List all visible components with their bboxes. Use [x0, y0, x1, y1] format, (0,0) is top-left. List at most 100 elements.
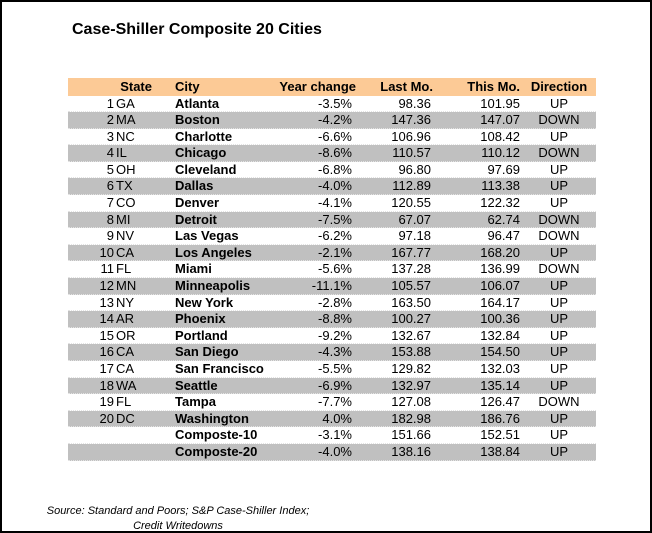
cell-row-number: 3 [106, 128, 114, 144]
cell-year-change: -4.1% [318, 195, 352, 211]
cell-last-mo: 96.80 [398, 161, 431, 177]
cell-direction: UP [549, 377, 569, 393]
cell-city: Denver [175, 195, 220, 211]
cell-direction: DOWN [538, 211, 580, 227]
cell-this-mo: 106.07 [480, 278, 520, 294]
cell-city: Miami [175, 261, 212, 277]
cell-state: CO [116, 195, 136, 211]
cell-state: MI [116, 211, 131, 227]
table-row: 3 NC Charlotte -6.6% 106.96 108.42 UP [68, 129, 596, 146]
table-row: 16 CA San Diego -4.3% 153.88 154.50 UP [68, 344, 596, 361]
header-year-change: Year change [279, 79, 356, 94]
cell-row-number: 8 [106, 211, 114, 227]
cell-direction: UP [549, 361, 569, 376]
cell-this-mo: 186.76 [480, 410, 520, 426]
cell-last-mo: 97.18 [398, 228, 431, 244]
cell-year-change: -4.0% [318, 178, 352, 194]
table-row: 2 MA Boston -4.2% 147.36 147.07 DOWN [68, 112, 596, 129]
cell-last-mo: 127.08 [391, 394, 431, 410]
cell-state: MA [116, 112, 136, 128]
cell-direction: UP [549, 294, 569, 310]
cell-city: Dallas [175, 178, 214, 194]
cell-city: Boston [175, 112, 220, 128]
cell-this-mo: 136.99 [480, 261, 520, 277]
header-this-mo: This Mo. [467, 79, 520, 94]
cell-last-mo: 137.28 [391, 261, 431, 277]
cell-city: Detroit [175, 211, 217, 227]
cell-this-mo: 100.36 [480, 311, 520, 327]
cell-this-mo: 132.03 [480, 361, 520, 376]
cell-year-change: -6.6% [318, 128, 352, 144]
table-row: 5 OH Cleveland -6.8% 96.80 97.69 UP [68, 162, 596, 179]
cell-direction: UP [549, 327, 569, 343]
source-note: Source: Standard and Poors; S&P Case-Shi… [2, 504, 354, 532]
cell-row-number: 17 [99, 361, 114, 376]
cell-row-number: 2 [106, 112, 114, 128]
cell-year-change: -6.2% [318, 228, 352, 244]
cell-city: Los Angeles [175, 244, 252, 260]
cell-direction: DOWN [538, 228, 580, 244]
cell-year-change: -6.9% [318, 377, 352, 393]
cell-row-number: 14 [99, 311, 114, 327]
table-row: 12 MN Minneapolis -11.1% 105.57 106.07 U… [68, 278, 596, 295]
table-row: 19 FL Tampa -7.7% 127.08 126.47 DOWN [68, 394, 596, 411]
cell-state: DC [116, 410, 135, 426]
cell-this-mo: 164.17 [480, 294, 520, 310]
cell-state: CA [116, 244, 135, 260]
cell-direction: UP [549, 311, 569, 327]
cell-row-number: 18 [99, 377, 114, 393]
cell-direction: UP [549, 344, 569, 360]
cell-city: Washington [175, 410, 249, 426]
header-state: State [120, 79, 152, 94]
cell-direction: UP [549, 427, 569, 443]
cell-state: NY [116, 294, 135, 310]
cell-this-mo: 62.74 [487, 211, 520, 227]
table-row: 13 NY New York -2.8% 163.50 164.17 UP [68, 295, 596, 312]
table-row: 11 FL Miami -5.6% 137.28 136.99 DOWN [68, 261, 596, 279]
cell-this-mo: 135.14 [480, 377, 520, 393]
table-row: 20 DC Washington 4.0% 182.98 186.76 UP [68, 410, 596, 428]
cell-direction: UP [549, 195, 569, 211]
cell-this-mo: 96.47 [487, 228, 520, 244]
cell-year-change: -5.6% [318, 261, 352, 277]
cell-direction: UP [549, 95, 569, 111]
cell-direction: DOWN [538, 394, 580, 410]
cell-last-mo: 105.57 [391, 278, 431, 294]
cell-this-mo: 110.12 [481, 145, 520, 161]
case-shiller-table: State City Year change Last Mo. This Mo.… [68, 78, 596, 461]
cell-row-number: 7 [106, 195, 114, 211]
header-num-spacer [68, 78, 114, 96]
cell-state: OR [116, 327, 136, 343]
cell-last-mo: 110.57 [392, 145, 431, 161]
cell-year-change: -11.1% [311, 278, 352, 294]
source-note-line2: Credit Writedowns [133, 520, 223, 532]
cell-city: Portland [175, 327, 228, 343]
cell-last-mo: 98.36 [398, 95, 431, 111]
cell-state: FL [116, 261, 132, 277]
cell-year-change: -7.5% [318, 211, 352, 227]
cell-this-mo: 113.38 [481, 178, 520, 194]
cell-row-number: 6 [106, 178, 114, 194]
cell-direction: UP [549, 128, 569, 144]
table-row: 17 CA San Francisco -5.5% 129.82 132.03 … [68, 361, 596, 378]
cell-state: MN [116, 278, 137, 294]
table-row: Composte-10 -3.1% 151.66 152.51 UP [68, 427, 596, 444]
cell-row-number [68, 427, 114, 443]
cell-city: Composte-10 [175, 427, 258, 443]
cell-this-mo: 126.47 [480, 394, 520, 410]
cell-year-change: 4.0% [322, 410, 352, 426]
cell-year-change: -3.1% [318, 427, 352, 443]
cell-state: GA [116, 95, 135, 111]
header-last-mo: Last Mo. [380, 79, 433, 94]
table-row: 15 OR Portland -9.2% 132.67 132.84 UP [68, 328, 596, 345]
cell-last-mo: 163.50 [391, 294, 431, 310]
table-row: 18 WA Seattle -6.9% 132.97 135.14 UP [68, 377, 596, 395]
cell-row-number: 4 [106, 145, 114, 161]
table-row: 6 TX Dallas -4.0% 112.89 113.38 UP [68, 178, 596, 196]
cell-row-number: 10 [99, 244, 114, 260]
cell-this-mo: 138.84 [480, 443, 520, 459]
cell-city: Seattle [175, 377, 218, 393]
cell-direction: UP [549, 178, 569, 194]
cell-row-number: 16 [99, 344, 114, 360]
cell-row-number: 5 [106, 161, 114, 177]
